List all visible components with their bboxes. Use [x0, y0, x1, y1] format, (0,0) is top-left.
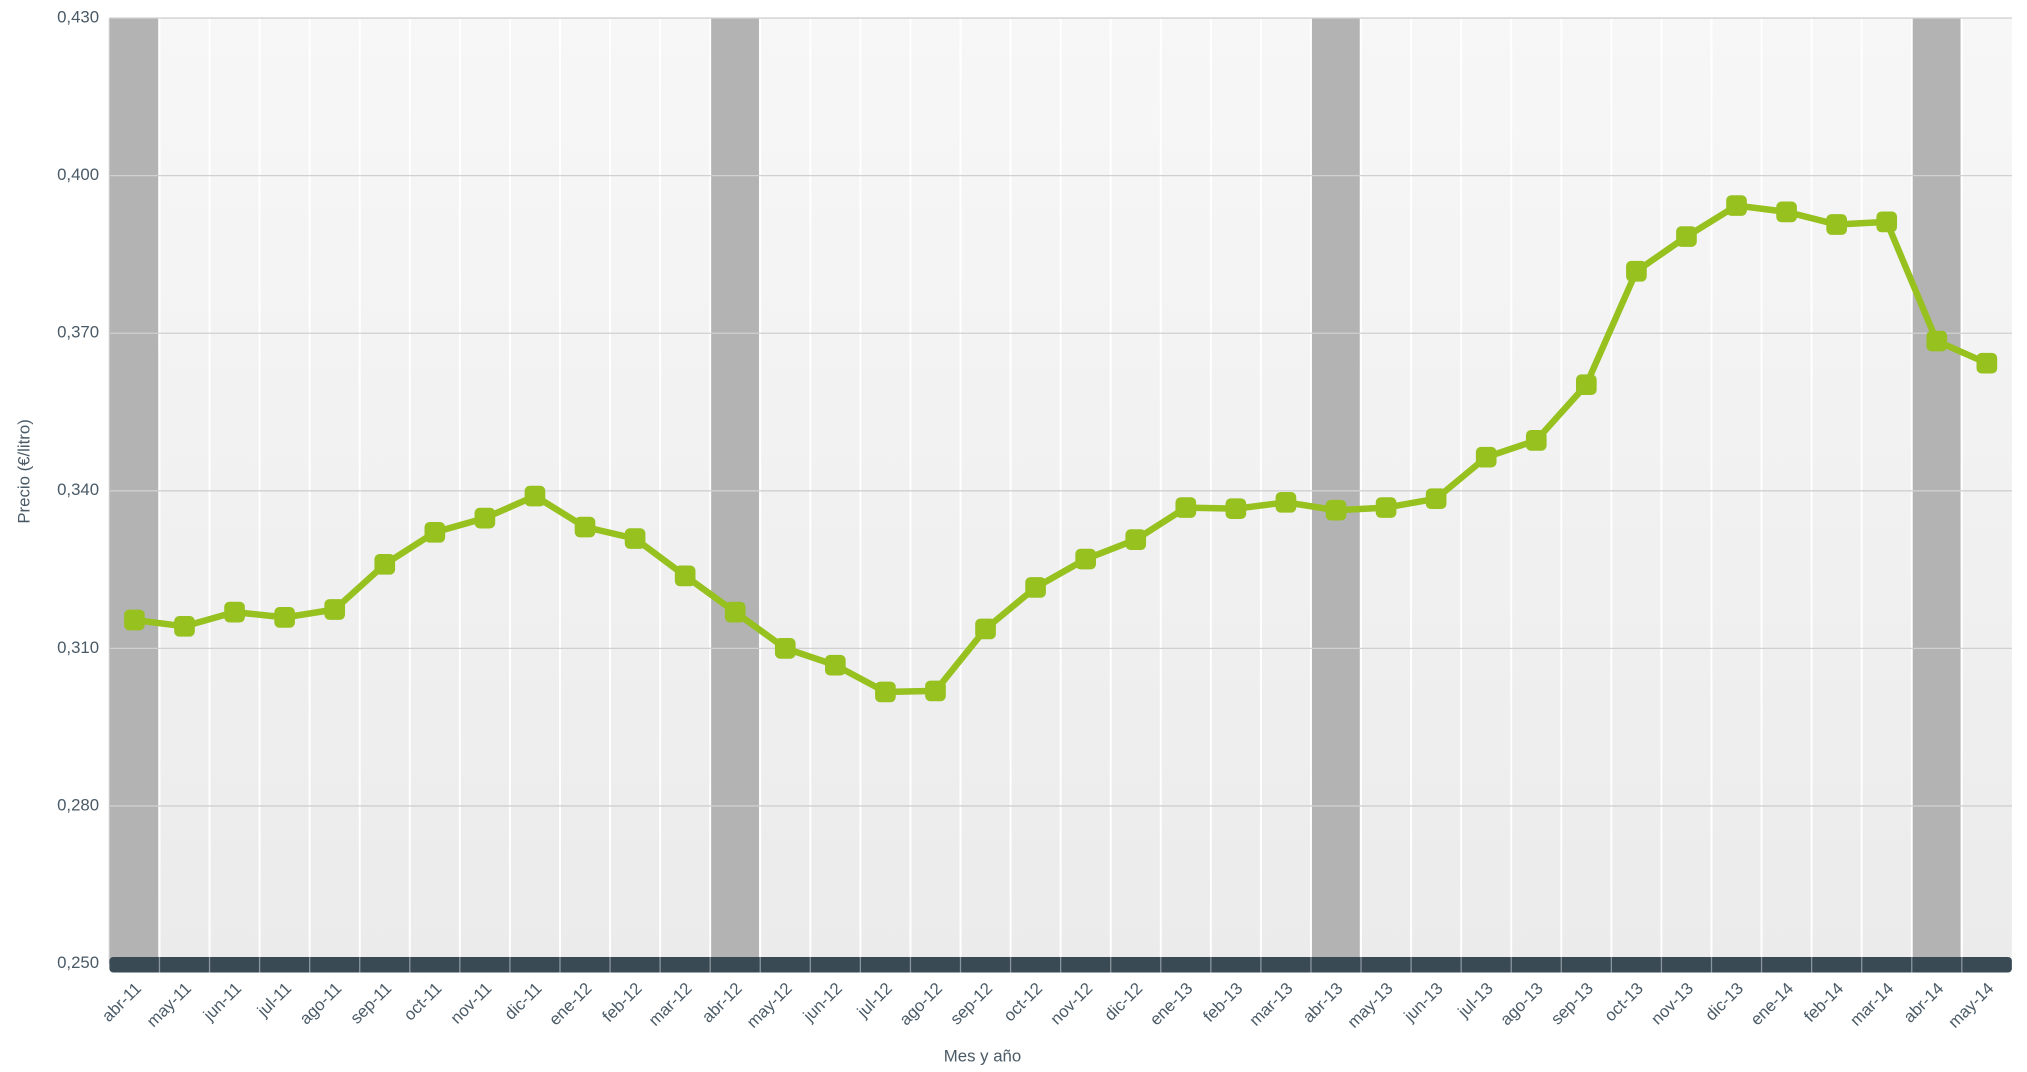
y-tick-label: 0,430: [57, 8, 99, 27]
data-point: [1225, 498, 1247, 519]
x-tick-label: may-11: [143, 979, 195, 1031]
y-tick-label: 0,310: [57, 638, 99, 657]
data-point: [1275, 492, 1297, 513]
x-tick-label: dic-13: [1701, 979, 1747, 1025]
y-tick-label: 0,250: [57, 953, 99, 972]
data-point: [1325, 499, 1347, 521]
data-point: [224, 601, 245, 623]
data-point: [1025, 577, 1046, 598]
x-tick-label: sep-13: [1547, 979, 1597, 1029]
data-point: [1125, 529, 1147, 550]
x-tick-label: may-13: [1344, 979, 1397, 1032]
y-tick-label: 0,340: [57, 480, 99, 499]
x-tick-label: jul-12: [853, 979, 896, 1022]
x-tick-label: may-14: [1944, 979, 1997, 1032]
data-point: [875, 681, 896, 703]
x-tick-label: dic-12: [1101, 979, 1147, 1025]
x-tick-label: feb-13: [1199, 979, 1246, 1026]
x-tick-label: mar-13: [1245, 979, 1296, 1030]
x-tick-label: feb-14: [1800, 979, 1847, 1026]
data-point: [1876, 211, 1898, 233]
data-point: [1425, 488, 1447, 510]
data-point: [574, 516, 596, 538]
x-tick-label: abr-14: [1900, 979, 1948, 1027]
x-tick-label: ene-12: [545, 979, 595, 1029]
data-point: [825, 654, 846, 676]
x-tick-label: sep-11: [346, 979, 395, 1028]
data-point: [424, 521, 446, 543]
x-tick-label: jul-13: [1454, 979, 1497, 1022]
x-tick-label: dic-11: [501, 979, 546, 1024]
x-tick-label: jun-11: [199, 979, 245, 1025]
x-tick-label: ago-13: [1496, 979, 1546, 1029]
data-point: [1475, 446, 1497, 468]
x-tick-label: mar-12: [645, 979, 696, 1030]
data-point: [474, 507, 496, 529]
data-point: [1175, 497, 1197, 518]
data-point: [1776, 201, 1797, 223]
x-tick-label: ene-13: [1146, 979, 1196, 1029]
y-tick-label: 0,370: [57, 323, 99, 342]
data-point: [1826, 214, 1847, 235]
data-point: [674, 565, 696, 587]
x-tick-label: oct-12: [1000, 979, 1046, 1025]
data-point: [1375, 497, 1397, 518]
data-point: [124, 609, 145, 631]
y-tick-label: 0,280: [57, 795, 99, 814]
data-point: [1926, 330, 1948, 352]
x-tick-label: oct-13: [1601, 979, 1647, 1025]
x-tick-label: nov-12: [1047, 979, 1097, 1029]
x-tick-label: abr-11: [98, 979, 145, 1026]
data-point: [274, 607, 295, 628]
data-point: [1575, 374, 1597, 396]
x-tick-label: oct-11: [400, 979, 446, 1025]
data-point: [1075, 548, 1097, 570]
x-tick-label: abr-13: [1299, 979, 1347, 1027]
data-point: [1676, 226, 1697, 247]
data-point: [624, 528, 646, 549]
data-point: [975, 618, 996, 640]
data-point: [324, 599, 346, 620]
data-point: [1626, 260, 1647, 282]
y-tick-label: 0,400: [57, 165, 99, 184]
x-tick-label: ago-12: [896, 979, 946, 1029]
x-tick-label: nov-13: [1647, 979, 1697, 1029]
x-tick-label: jun-13: [1400, 979, 1447, 1026]
x-tick-label: feb-12: [599, 979, 646, 1026]
x-axis-title: Mes y año: [944, 1047, 1021, 1066]
data-point: [925, 680, 946, 702]
data-point: [524, 485, 546, 507]
x-tick-label: ene-14: [1747, 979, 1797, 1029]
data-point: [1726, 195, 1747, 216]
data-point: [724, 601, 746, 623]
x-tick-label: nov-11: [447, 979, 496, 1028]
data-point: [1976, 352, 1998, 374]
data-point: [174, 615, 195, 637]
x-tick-label: mar-14: [1846, 979, 1897, 1030]
data-point: [774, 638, 796, 659]
x-tick-label: ago-11: [296, 979, 346, 1029]
x-tick-label: jun-12: [799, 979, 846, 1026]
x-tick-label: may-12: [743, 979, 796, 1032]
x-tick-label: jul-11: [253, 979, 295, 1021]
x-tick-label: abr-12: [698, 979, 746, 1027]
x-tick-label: sep-12: [946, 979, 996, 1029]
data-point: [374, 553, 396, 575]
data-point: [1525, 430, 1547, 451]
y-axis-title: Precio (€/litro): [14, 419, 33, 523]
